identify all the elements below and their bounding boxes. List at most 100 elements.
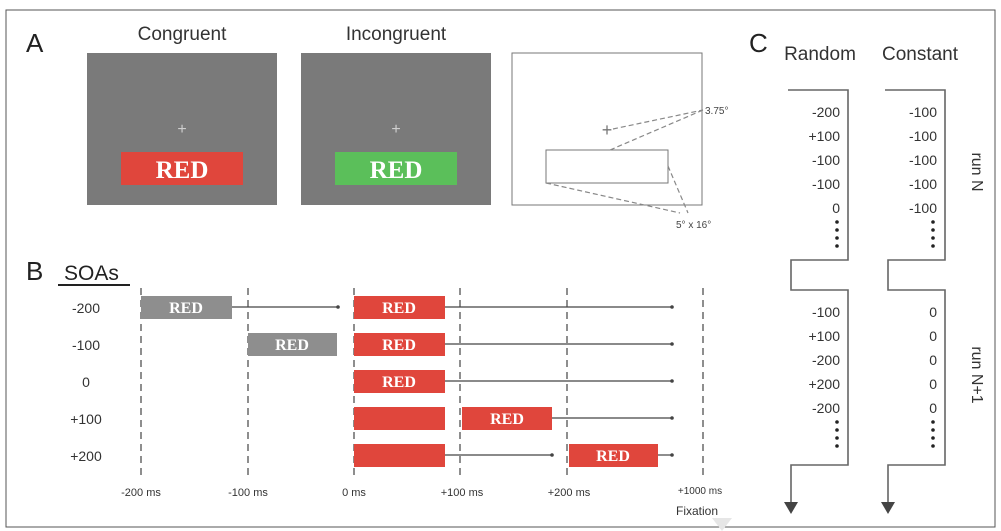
timeline-end	[670, 342, 674, 346]
constant-run-n-value: -100	[909, 152, 937, 168]
incongruent-fixation-cross: +	[391, 121, 400, 138]
constant-run-n-value: -100	[909, 200, 937, 216]
target-word-box	[354, 370, 445, 393]
ellipsis-dot	[835, 428, 839, 432]
soa-label: 0	[82, 374, 90, 390]
constant-run-n1-value: 0	[929, 328, 937, 344]
ellipsis-dot	[835, 420, 839, 424]
ellipsis-dot	[931, 420, 935, 424]
ellipsis-dot	[931, 444, 935, 448]
target-word: RED	[382, 337, 416, 354]
target-word-box	[354, 296, 445, 319]
random-run-n-value: +100	[808, 128, 840, 144]
constant-run-n-value: -100	[909, 176, 937, 192]
ellipsis-dot	[931, 220, 935, 224]
distractor-word: RED	[275, 337, 309, 354]
soa-labels: -200 -100 0 +100 +200	[70, 300, 102, 464]
column-constant-title: Constant	[882, 44, 959, 65]
ellipsis-dot	[835, 444, 839, 448]
congruent-word: RED	[156, 157, 209, 184]
timeline-end	[670, 379, 674, 383]
geometry-word-box	[545, 149, 669, 184]
target-word: RED	[382, 374, 416, 391]
constant-sequence-outline	[885, 89, 946, 505]
angle-line-upper	[612, 109, 704, 130]
fixation-label: Fixation	[676, 504, 718, 518]
ellipsis-dot	[835, 436, 839, 440]
distractor-word: RED	[169, 300, 203, 317]
run-n1-label: run N+1	[968, 346, 985, 403]
ellipsis-dot	[835, 220, 839, 224]
soa-label: -200	[72, 300, 100, 316]
random-run-n-value: -100	[812, 152, 840, 168]
time-label: -200 ms	[121, 487, 161, 499]
constant-arrowhead	[881, 502, 895, 514]
soa-label: -100	[72, 337, 100, 353]
target-word: RED	[596, 448, 630, 465]
constant-run-n-value: -100	[909, 128, 937, 144]
random-sequence-outline	[788, 89, 849, 505]
size-line-right	[667, 165, 689, 214]
target-word-box	[462, 407, 552, 430]
size-label: 5° x 16°	[676, 220, 711, 231]
congruent-fixation-cross: +	[177, 121, 186, 138]
distractor-word-box	[141, 296, 232, 319]
ellipsis-dot	[931, 428, 935, 432]
timeline-end	[550, 453, 554, 457]
target-word: RED	[490, 411, 524, 428]
ellipsis-dot	[931, 436, 935, 440]
random-run-n1-value: -200	[812, 352, 840, 368]
timeline-end	[670, 305, 674, 309]
timeline-end	[670, 453, 674, 457]
incongruent-title: Incongruent	[346, 24, 447, 45]
constant-run-n-value: -100	[909, 104, 937, 120]
random-run-n-value: -200	[812, 104, 840, 120]
random-arrowhead	[784, 502, 798, 514]
panel-a-letter: A	[26, 28, 44, 58]
constant-run-n1-value: 0	[929, 400, 937, 416]
random-run-n1-value: +200	[808, 376, 840, 392]
constant-run-n1-value: 0	[929, 376, 937, 392]
run-n-label: run N	[968, 152, 985, 191]
ellipsis-dot	[931, 228, 935, 232]
ellipsis-dot	[931, 244, 935, 248]
ellipsis-dot	[931, 236, 935, 240]
ellipsis-dot	[835, 236, 839, 240]
time-label: +200 ms	[548, 487, 591, 499]
time-label: +100 ms	[441, 487, 484, 499]
time-label: -100 ms	[228, 487, 268, 499]
constant-run-n1-value: 0	[929, 304, 937, 320]
congruent-title: Congruent	[138, 24, 227, 45]
random-run-n-value: -100	[812, 176, 840, 192]
angle-label: 3.75°	[705, 106, 728, 117]
angle-line-lower	[609, 109, 704, 151]
constant-run-n1-value: 0	[929, 352, 937, 368]
figure-frame	[5, 9, 996, 528]
timeline-end	[670, 416, 674, 420]
soas-title: SOAs	[64, 262, 119, 285]
time-label: +1000 ms	[678, 486, 722, 497]
distractor-block	[354, 407, 445, 430]
random-run-n-value: 0	[832, 200, 840, 216]
panel-c-letter: C	[749, 28, 768, 58]
soa-label: +200	[70, 448, 102, 464]
timeline-end	[336, 305, 340, 309]
distractor-word-box	[248, 333, 337, 356]
panel-b-letter: B	[26, 256, 43, 286]
soa-label: +100	[70, 411, 102, 427]
column-random-title: Random	[784, 44, 856, 65]
target-word-box	[569, 444, 658, 467]
random-run-n1-value: -100	[812, 304, 840, 320]
target-word-box	[354, 333, 445, 356]
distractor-block	[354, 444, 445, 467]
incongruent-word: RED	[370, 157, 423, 184]
time-label: 0 ms	[342, 487, 366, 499]
random-run-n1-value: +100	[808, 328, 840, 344]
ellipsis-dot	[835, 244, 839, 248]
random-run-n1-value: -200	[812, 400, 840, 416]
watermark-arrow	[712, 518, 732, 531]
ellipsis-dot	[835, 228, 839, 232]
target-word: RED	[382, 300, 416, 317]
